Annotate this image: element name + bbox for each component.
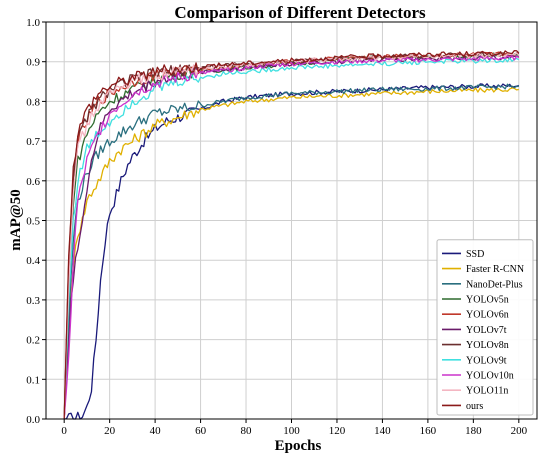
series-lines (63, 50, 520, 420)
legend: SSD Faster R-CNN NanoDet-Plus YOLOv5n YOLOv6… (436, 239, 534, 416)
x-tick-label: 0 (61, 425, 67, 437)
y-tick-label: 0.9 (26, 57, 40, 69)
y-tick-label: 0.7 (26, 136, 40, 148)
chart-title: Comparison of Different Detectors (174, 3, 426, 22)
y-tick-label: 0.3 (26, 295, 40, 307)
x-tick-label: 40 (150, 425, 162, 437)
series-line-yolov10n (63, 55, 520, 420)
y-tick-label: 0.5 (26, 216, 40, 228)
x-tick-label: 180 (465, 425, 482, 437)
legend-label: YOLOv8n (466, 340, 509, 351)
x-tick-label: 80 (241, 425, 253, 437)
y-tick-label: 0.4 (26, 255, 40, 267)
y-axis-label: mAP@50 (8, 189, 24, 250)
legend-label: YOLOv7t (466, 325, 507, 336)
y-tick-label: 1.0 (26, 17, 40, 29)
x-tick-label: 140 (374, 425, 391, 437)
x-tick-label: 20 (104, 425, 116, 437)
legend-label: Faster R-CNN (466, 264, 524, 275)
series-line-yolov7t (63, 54, 520, 420)
x-tick-label: 160 (420, 425, 437, 437)
x-tick-label: 120 (329, 425, 346, 437)
legend-label: YOLOv10n (466, 371, 514, 382)
y-tick-label: 0.6 (26, 176, 40, 188)
x-tick-label: 60 (195, 425, 207, 437)
y-tick-label: 0.0 (26, 414, 40, 426)
axis-ticks: 0 20 40 60 80 100 120 140 160 180 200 0.0 0.1 0.2 0.3 0… (26, 17, 527, 437)
legend-label: YOLO11n (466, 386, 508, 397)
legend-label: SSD (466, 249, 484, 260)
y-tick-label: 0.1 (26, 374, 40, 386)
legend-label: YOLOv5n (466, 295, 509, 306)
legend-label: ours (466, 401, 483, 412)
legend-label: YOLOv9t (466, 355, 507, 366)
y-tick-label: 0.8 (26, 96, 40, 108)
series-line-yolov9t (63, 57, 520, 420)
y-tick-label: 0.2 (26, 335, 40, 347)
series-line-nanodet-plus (63, 83, 519, 420)
series-line-ours (63, 50, 520, 420)
series-line-faster-r-cnn (63, 87, 519, 420)
x-tick-label: 200 (511, 425, 528, 437)
legend-label: YOLOv6n (466, 310, 509, 321)
series-line-yolo11n (63, 52, 520, 420)
legend-label: NanoDet-Plus (466, 279, 523, 290)
x-tick-label: 100 (283, 425, 300, 437)
x-axis-label: Epochs (275, 438, 322, 454)
